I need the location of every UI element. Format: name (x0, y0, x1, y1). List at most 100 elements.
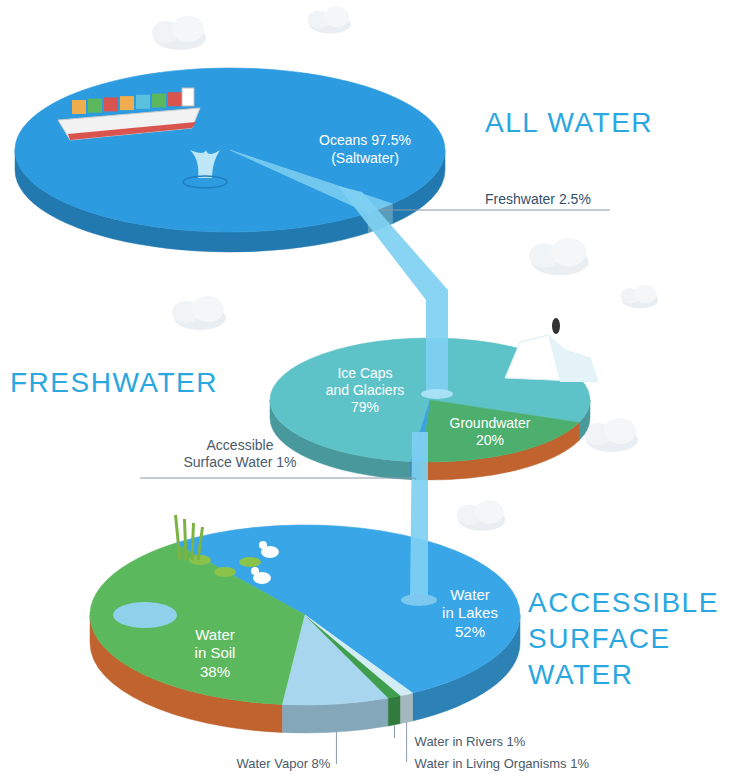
value-label: 38% (200, 663, 230, 680)
text-line: in Lakes (442, 604, 498, 621)
lily-pad (239, 557, 261, 567)
text-line: and Glaciers (326, 382, 405, 398)
text-line: 20% (476, 432, 504, 448)
container (120, 96, 134, 110)
splash (421, 389, 453, 399)
leader-line (381, 208, 610, 210)
category-label: Water in Rivers (415, 734, 504, 749)
lily-pad (214, 567, 236, 577)
value-label: 52% (455, 623, 485, 640)
category-label: Water in Living Organisms (415, 756, 567, 771)
leader-line (140, 478, 416, 480)
cloud (308, 6, 351, 33)
slice (305, 615, 413, 696)
leader-line (336, 732, 337, 764)
text-line: Water (450, 586, 489, 603)
text-line: 52% (455, 623, 485, 640)
container (152, 94, 166, 108)
value-label: 1% (276, 454, 296, 470)
category-label: and Glaciers (326, 382, 405, 398)
text-line: Water in Living Organisms 1% (415, 756, 590, 771)
cloud-part (172, 16, 204, 42)
value-label: 2.5% (559, 191, 591, 207)
category-label: Surface Water (183, 454, 272, 470)
duck-head (259, 541, 267, 549)
title: ALL WATER (485, 107, 653, 138)
title: FRESHWATER (10, 367, 218, 398)
value-label: 1% (570, 756, 589, 771)
text-line: Accessible (207, 437, 274, 453)
bridge (182, 88, 194, 106)
container (72, 100, 86, 114)
cloud (172, 296, 226, 330)
text-line: Water Vapor 8% (236, 756, 330, 771)
slice (15, 68, 445, 232)
text-line: Oceans 97.5% (319, 132, 411, 148)
cloud-part (475, 500, 504, 523)
container (168, 92, 182, 106)
slice (90, 543, 305, 704)
slice (421, 400, 579, 462)
text-line: Surface Water 1% (183, 454, 296, 470)
pies (15, 68, 590, 733)
category-label: Ice Caps (337, 365, 392, 381)
water-stream (410, 432, 428, 600)
title: WATER (528, 659, 634, 690)
reed (192, 523, 194, 560)
text-line: ACCESSIBLE (528, 587, 719, 618)
reed (198, 527, 203, 560)
value-label: 97.5% (371, 132, 411, 148)
leader-line (394, 725, 395, 738)
duck-head (251, 567, 259, 575)
ship (58, 88, 200, 140)
category-label: Accessible (207, 437, 274, 453)
ripple (183, 176, 227, 188)
cloud (584, 418, 638, 452)
category-label: Groundwater (450, 415, 531, 431)
category-label: Water Vapor (236, 756, 308, 771)
container (136, 95, 150, 109)
iceberg (505, 335, 598, 382)
text-line: Freshwater 2.5% (485, 191, 591, 207)
container (88, 99, 102, 113)
cloud-part (192, 296, 224, 322)
value-label: 20% (476, 432, 504, 448)
ship-stripe (68, 122, 196, 140)
slice-side (401, 693, 413, 724)
cloud-part (551, 238, 586, 267)
slice (283, 615, 389, 705)
category-label: in Lakes (442, 604, 498, 621)
slice-side (388, 696, 400, 726)
cloud-part (324, 6, 350, 27)
value-label: 8% (312, 756, 331, 771)
leader-line (406, 722, 407, 762)
value-label: 79% (351, 399, 379, 415)
cloud (457, 500, 506, 531)
labels: ALL WATER Oceans 97.5% (Saltwater) Freshwat… (10, 107, 719, 771)
cloud (529, 238, 588, 275)
foreground-decoration (58, 88, 598, 628)
iceberg-shade (548, 335, 598, 382)
cloud-part (634, 285, 656, 303)
text-line: ALL WATER (485, 107, 653, 138)
category-label: in Soil (195, 644, 236, 661)
text-line: Ice Caps (337, 365, 392, 381)
text-line: (Saltwater) (331, 150, 399, 166)
text-line: SURFACE (528, 623, 671, 654)
splash (401, 594, 437, 606)
pond (113, 602, 177, 628)
annotation: (Saltwater) (331, 150, 399, 166)
text-line: 38% (200, 663, 230, 680)
text-line: in Soil (195, 644, 236, 661)
container (104, 97, 118, 111)
text-line: WATER (528, 659, 634, 690)
cloud (152, 16, 206, 50)
category-label: Freshwater (485, 191, 555, 207)
category-label: Oceans (319, 132, 367, 148)
text-line: Water in Rivers 1% (415, 734, 526, 749)
whale-tail (190, 150, 220, 178)
text-line: 79% (351, 399, 379, 415)
cloud (620, 285, 658, 309)
reed (176, 515, 181, 560)
infographic: ALL WATER Oceans 97.5% (Saltwater) Freshwat… (0, 0, 743, 778)
